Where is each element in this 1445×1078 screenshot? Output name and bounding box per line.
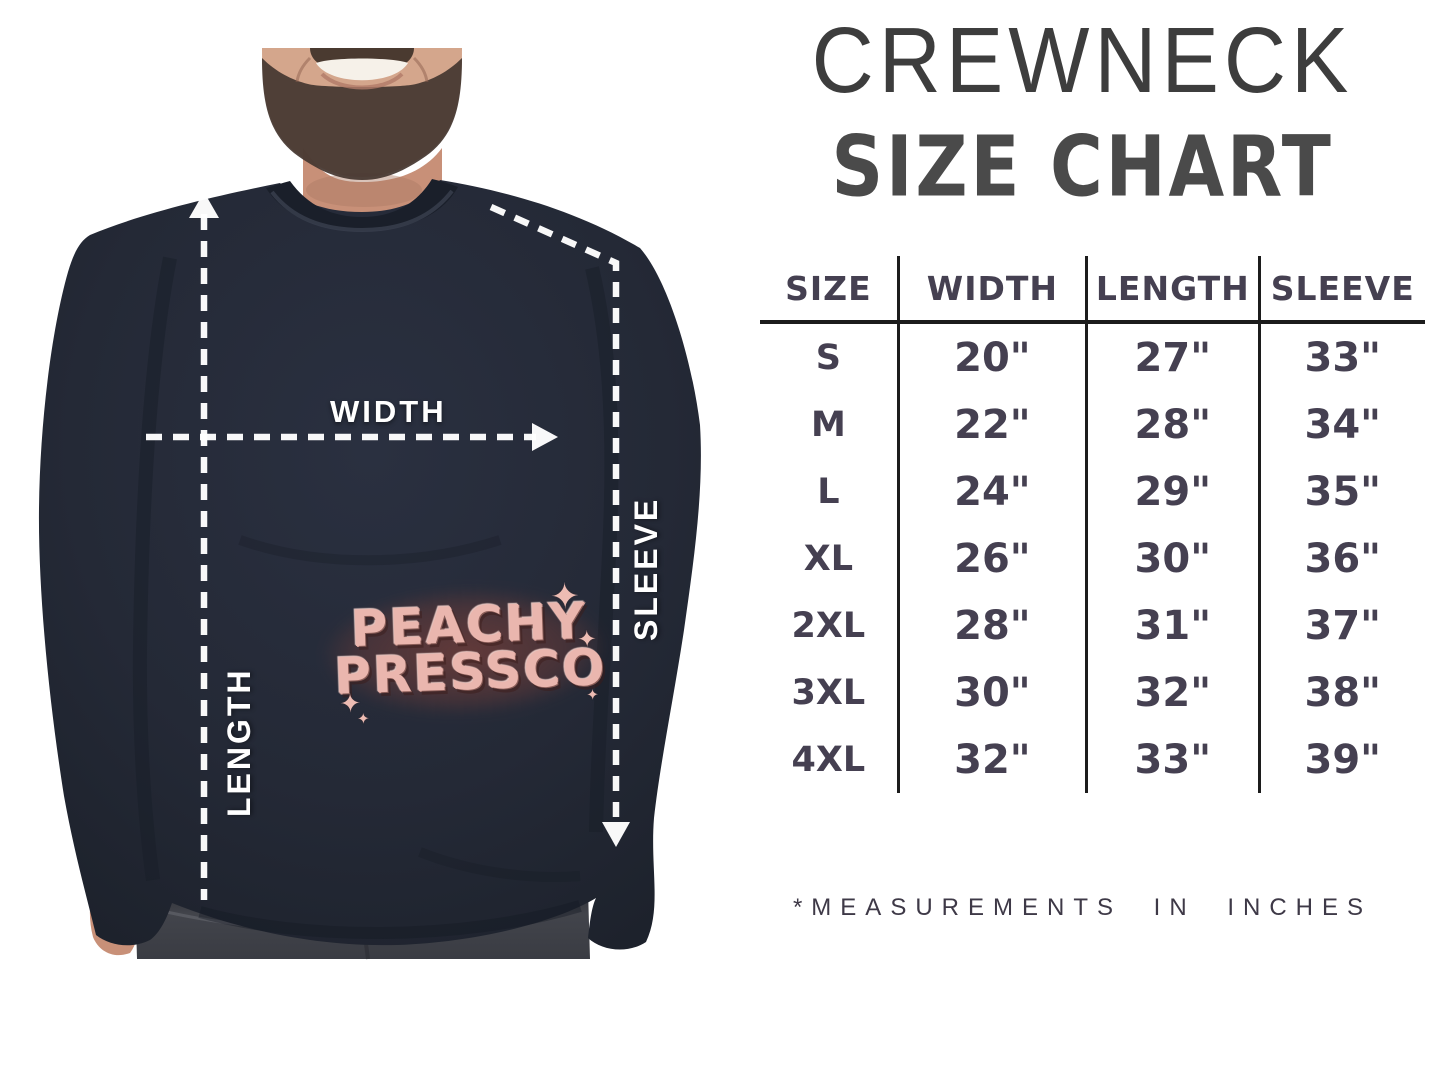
watermark: PEACHY PRESSCO ✦ ✦ ✦ ✦ ✦	[322, 575, 612, 739]
width-arrowhead-right	[532, 423, 558, 451]
length-cell: 27"	[1085, 324, 1257, 391]
right-arm-seam	[585, 266, 619, 833]
table-row: M 22" 28" 34"	[760, 391, 1425, 458]
jeans-fly-shadow	[364, 943, 370, 960]
measurements-footnote: *MEASUREMENTS IN INCHES	[792, 894, 1373, 921]
length-cell: 32"	[1085, 659, 1257, 726]
size-cell: XL	[803, 538, 854, 579]
watermark-brand-line2: PRESSCO	[333, 638, 608, 706]
table-row: L 24" 29" 35"	[760, 458, 1425, 525]
width-cell: 22"	[896, 391, 1085, 458]
size-cell: 3XL	[791, 672, 866, 713]
left-arm-seam	[132, 256, 177, 881]
sparkle-icon: ✦	[576, 625, 598, 653]
sleeve-arrowhead-down	[602, 822, 630, 847]
size-cell: 2XL	[791, 605, 866, 646]
width-cell: 20"	[896, 324, 1085, 391]
length-cell: 28"	[1085, 391, 1257, 458]
column-header-length: LENGTH	[1085, 256, 1257, 320]
chest-wrinkle	[238, 535, 502, 566]
sleeve-cell: 39"	[1257, 726, 1426, 793]
sleeve-cell: 38"	[1257, 659, 1426, 726]
size-cell: S	[815, 337, 841, 378]
sleeve-measurement-label: SLEEVE	[628, 496, 664, 641]
length-measurement-label: LENGTH	[221, 667, 257, 817]
table-row: S 20" 27" 33"	[760, 324, 1425, 391]
size-chart-panel: CREWNECK SIZE CHART SIZE WIDTH LENGTH SL…	[720, 0, 1445, 1078]
table-row: XL 26" 30" 36"	[760, 525, 1425, 592]
width-cell: 26"	[896, 525, 1085, 592]
size-table: SIZE WIDTH LENGTH SLEEVE S 20" 27" 33" M…	[760, 256, 1425, 793]
column-header-width: WIDTH	[896, 256, 1085, 320]
column-header-sleeve: SLEEVE	[1257, 256, 1426, 320]
collar-highlight	[270, 189, 454, 233]
pocket-wrinkle	[418, 847, 581, 882]
sparkle-icon: ✦	[549, 575, 581, 618]
table-row: 2XL 28" 31" 37"	[760, 592, 1425, 659]
length-arrowhead-up	[189, 192, 219, 218]
sleeve-cell: 34"	[1257, 391, 1426, 458]
lower-lip	[320, 72, 404, 90]
mouth-teeth	[316, 58, 408, 81]
width-cell: 32"	[896, 726, 1085, 793]
sparkle-icon: ✦	[356, 710, 370, 728]
sleeve-cell: 36"	[1257, 525, 1426, 592]
width-cell: 28"	[896, 592, 1085, 659]
table-header-row: SIZE WIDTH LENGTH SLEEVE	[760, 256, 1425, 324]
collar	[266, 179, 458, 231]
sparkle-icon: ✦	[586, 686, 600, 704]
size-cell: L	[817, 471, 840, 512]
length-cell: 33"	[1085, 726, 1257, 793]
table-row: 4XL 32" 33" 39"	[760, 726, 1425, 793]
sleeve-arrow-line	[489, 204, 620, 824]
length-cell: 29"	[1085, 458, 1257, 525]
beard	[262, 58, 462, 180]
width-cell: 30"	[896, 659, 1085, 726]
width-measurement-label: WIDTH	[330, 394, 447, 429]
length-cell: 31"	[1085, 592, 1257, 659]
hem-shadow	[198, 900, 582, 939]
length-cell: 30"	[1085, 525, 1257, 592]
chin-shadow	[306, 173, 422, 207]
column-header-size: SIZE	[785, 268, 872, 308]
sleeve-cell: 37"	[1257, 592, 1426, 659]
table-row: 3XL 30" 32" 38"	[760, 659, 1425, 726]
width-cell: 24"	[896, 458, 1085, 525]
smile-crease-left	[295, 56, 312, 83]
chart-subtitle: SIZE CHART	[831, 118, 1334, 216]
sleeve-cell: 35"	[1257, 458, 1426, 525]
size-cell: 4XL	[791, 739, 866, 780]
sleeve-cell: 33"	[1257, 324, 1426, 391]
chart-title: CREWNECK	[811, 9, 1354, 113]
model-photo-illustration	[38, 48, 701, 960]
size-cell: M	[810, 404, 846, 445]
model-photo: WIDTH LENGTH SLEEVE PEACHY PRESSCO ✦ ✦ ✦…	[0, 0, 720, 1078]
smile-crease-right	[412, 56, 429, 83]
